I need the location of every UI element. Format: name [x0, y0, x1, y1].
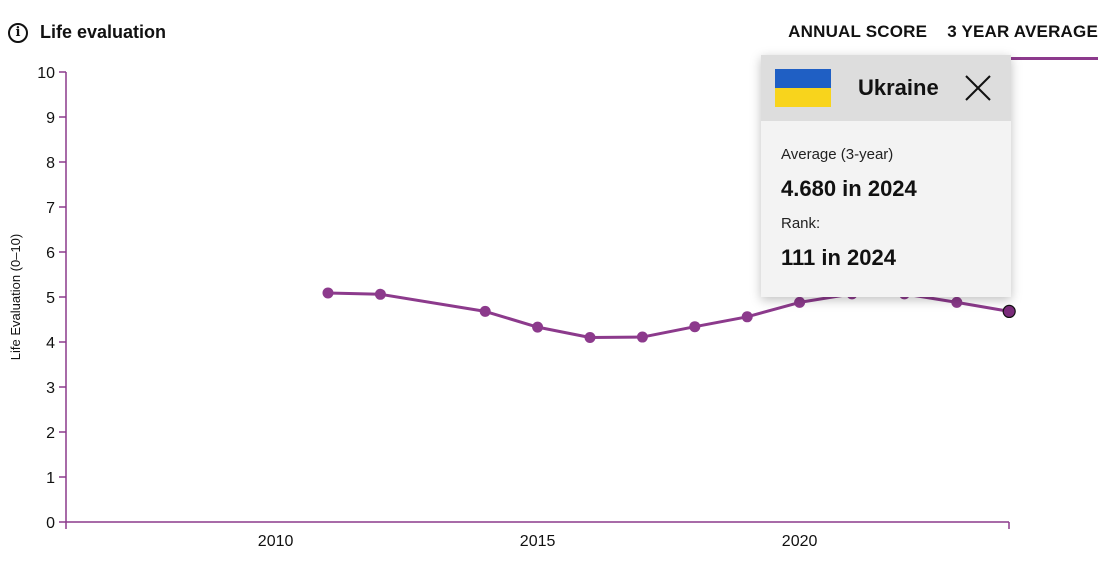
info-icon[interactable]: i — [8, 22, 28, 43]
y-tick-label: 2 — [46, 425, 55, 442]
y-tick-label: 4 — [46, 335, 55, 352]
active-tab-indicator — [1010, 57, 1098, 60]
rank-label: Rank: — [781, 215, 821, 232]
average-value: 4.680 in 2024 — [781, 176, 917, 201]
y-tick-label: 0 — [46, 515, 55, 532]
ukraine-flag-icon — [775, 69, 831, 107]
data-point — [374, 288, 386, 300]
chart-title: Life evaluation — [40, 22, 167, 42]
close-icon[interactable] — [964, 74, 992, 102]
view-tabs: ANNUAL SCORE 3 YEAR AVERAGE — [788, 22, 1098, 54]
tooltip-country: Ukraine — [858, 75, 939, 100]
data-point — [951, 296, 963, 308]
data-point — [322, 287, 334, 299]
y-tick-label: 8 — [46, 155, 55, 172]
tooltip-header: Ukraine — [761, 55, 1011, 121]
chart-header: i Life evaluation — [8, 22, 166, 43]
x-tick-label: 2010 — [258, 533, 294, 550]
data-point — [741, 311, 753, 323]
tab-annual-score[interactable]: ANNUAL SCORE — [788, 22, 928, 41]
y-tick-label: 6 — [46, 245, 55, 262]
data-point — [689, 321, 701, 333]
y-tick-label: 10 — [37, 65, 55, 82]
y-tick-label: 1 — [46, 470, 55, 487]
y-tick-label: 7 — [46, 200, 55, 217]
x-tick-label: 2020 — [782, 533, 818, 550]
data-point — [532, 321, 544, 333]
tab-3-year-average[interactable]: 3 YEAR AVERAGE — [947, 22, 1098, 41]
y-axis-label: Life Evaluation (0–10) — [8, 234, 23, 360]
rank-value: 111 in 2024 — [781, 245, 896, 270]
data-point-selected — [1002, 304, 1016, 318]
y-tick-label: 5 — [46, 290, 55, 307]
data-point — [636, 331, 648, 343]
y-tick-label: 9 — [46, 110, 55, 127]
series-line — [327, 291, 1010, 339]
x-tick-label: 2015 — [520, 533, 556, 550]
data-point — [794, 296, 806, 308]
data-point — [584, 332, 596, 343]
y-tick-label: 3 — [46, 380, 55, 397]
country-tooltip: Ukraine Average (3-year) 4.680 in 2024 R… — [761, 55, 1011, 297]
data-point — [479, 305, 491, 317]
average-label: Average (3-year) — [781, 146, 894, 163]
